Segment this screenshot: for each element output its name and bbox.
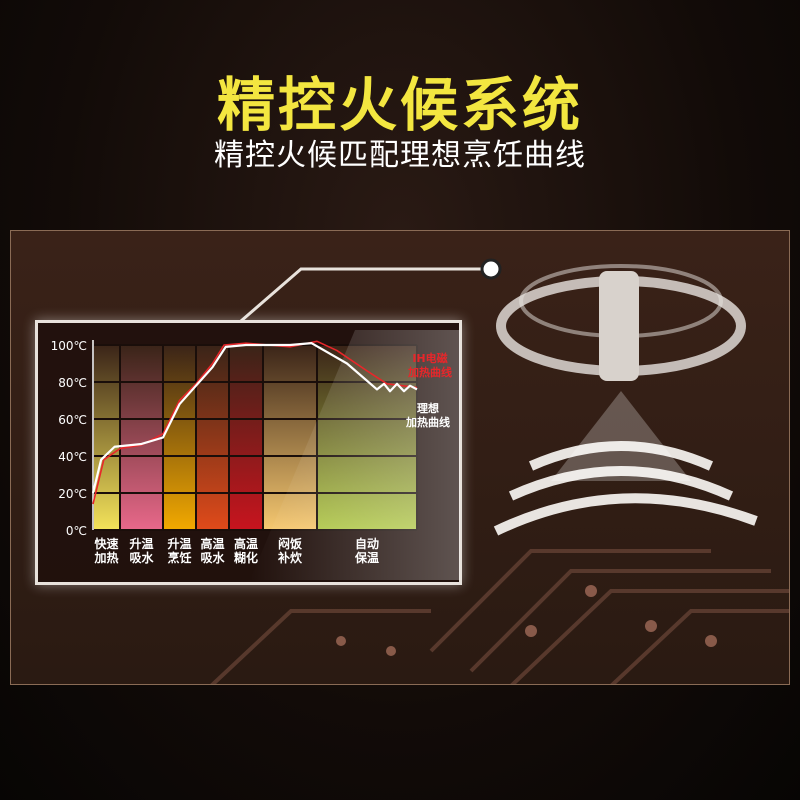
legend-label: 加热曲线 [405, 415, 450, 429]
series-line [92, 340, 418, 505]
x-stage-label: 升温 [129, 536, 153, 551]
stage-column [93, 345, 120, 530]
x-stage-label: 保温 [354, 550, 379, 565]
x-stage-label: 高温 [200, 536, 224, 551]
callout-dot [480, 258, 502, 280]
x-stage-label: 吸水 [129, 550, 154, 565]
legend-label: 加热曲线 [407, 365, 452, 379]
x-stage-label: 补炊 [277, 550, 303, 565]
y-tick-label: 0℃ [66, 524, 87, 538]
x-stage-label: 糊化 [234, 550, 258, 565]
page-title: 精控火候系统 [216, 71, 583, 139]
stage-column [163, 345, 196, 530]
x-stage-label: 高温 [234, 536, 258, 551]
stage-column [229, 345, 263, 530]
y-tick-label: 40℃ [58, 450, 87, 464]
x-stage-label: 吸水 [200, 550, 225, 565]
y-tick-label: 80℃ [58, 376, 87, 390]
callout-connector [240, 267, 481, 323]
x-stage-label: 升温 [167, 536, 191, 551]
circuit-decoration [210, 258, 789, 684]
legend-label: 理想 [417, 401, 439, 415]
x-stage-label: 快速 [94, 536, 118, 551]
page-subtitle: 精控火候匹配理想烹饪曲线 [214, 138, 586, 173]
series-line [91, 342, 418, 494]
x-stage-label: 烹饪 [167, 550, 191, 565]
legend-label: IH电磁 [412, 351, 447, 365]
y-tick-label: 60℃ [58, 413, 87, 427]
y-tick-label: 100℃ [51, 339, 87, 353]
rice-cooker-heating-element-illustration [493, 264, 758, 536]
stage-column [196, 345, 229, 530]
x-stage-label: 加热 [93, 550, 118, 565]
light-glare [250, 330, 460, 580]
y-tick-label: 20℃ [58, 487, 87, 501]
x-stage-label: 闷饭 [278, 536, 302, 551]
x-stage-label: 自动 [355, 536, 379, 551]
